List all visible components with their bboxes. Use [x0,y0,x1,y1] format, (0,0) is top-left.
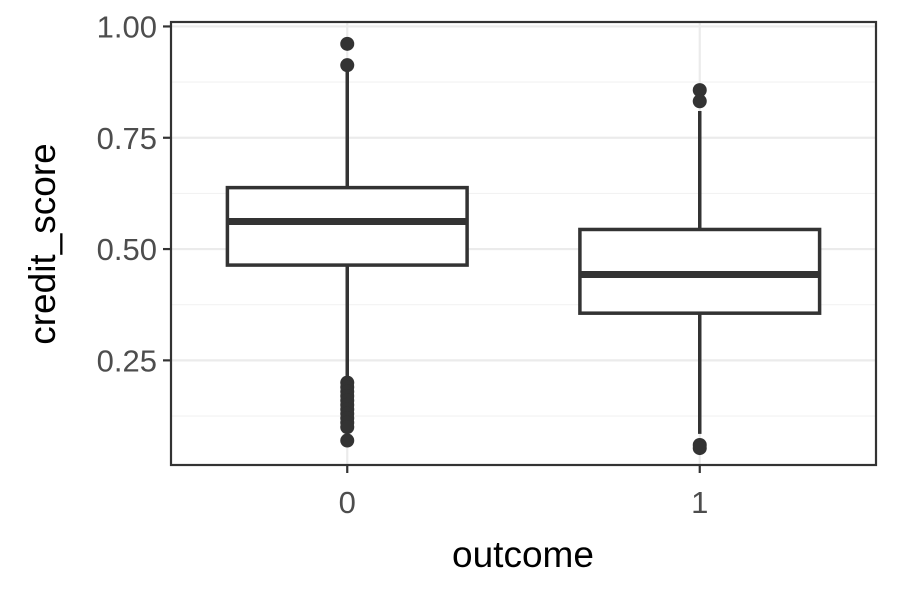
x-tick-label: 0 [339,485,356,520]
panel-border [169,20,878,467]
outlier-point [692,94,707,109]
outlier-point [340,420,355,435]
y-tick-label: 0.25 [97,343,157,378]
outlier-point [692,83,707,98]
outlier-point [340,433,355,448]
y-axis-title: credit_score [22,143,63,345]
box-group-0 [225,36,469,448]
tick-layer: 0.25 0.50 0.75 1.00 0 1 [97,9,709,520]
outlier-point [692,441,707,456]
y-tick-label: 0.75 [97,121,157,156]
y-tick-label: 1.00 [97,9,157,44]
outlier-point [340,58,355,73]
box-layer [225,36,822,456]
x-axis-title: outcome [452,534,594,575]
x-tick-label: 1 [691,485,708,520]
outlier-point [340,36,355,51]
iqr-box [225,185,469,267]
y-tick-label: 0.50 [97,232,157,267]
box-group-1 [578,83,822,456]
